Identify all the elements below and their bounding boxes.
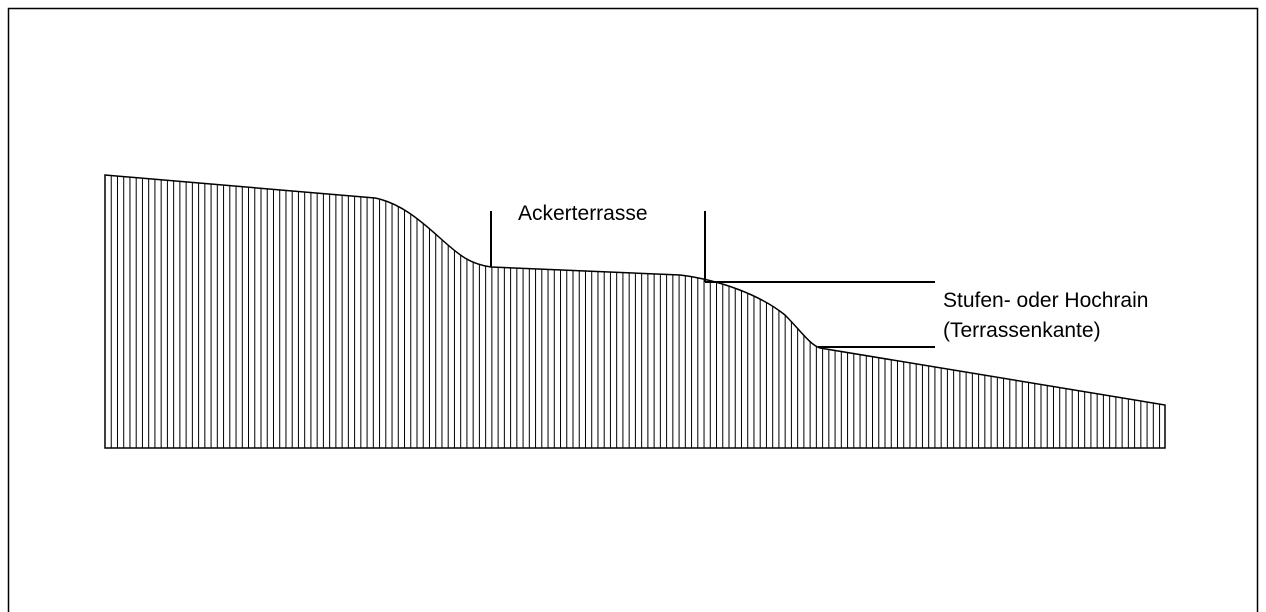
edge-label: (Terrassenkante) xyxy=(943,319,1101,342)
edge-label: Stufen- oder Hochrain xyxy=(943,289,1148,312)
terrace-label: Ackerterrasse xyxy=(518,202,648,225)
page: Ackerterrasse Stufen- oder Hochrain (Ter… xyxy=(0,0,1266,612)
diagram: Ackerterrasse Stufen- oder Hochrain (Ter… xyxy=(0,0,1266,612)
